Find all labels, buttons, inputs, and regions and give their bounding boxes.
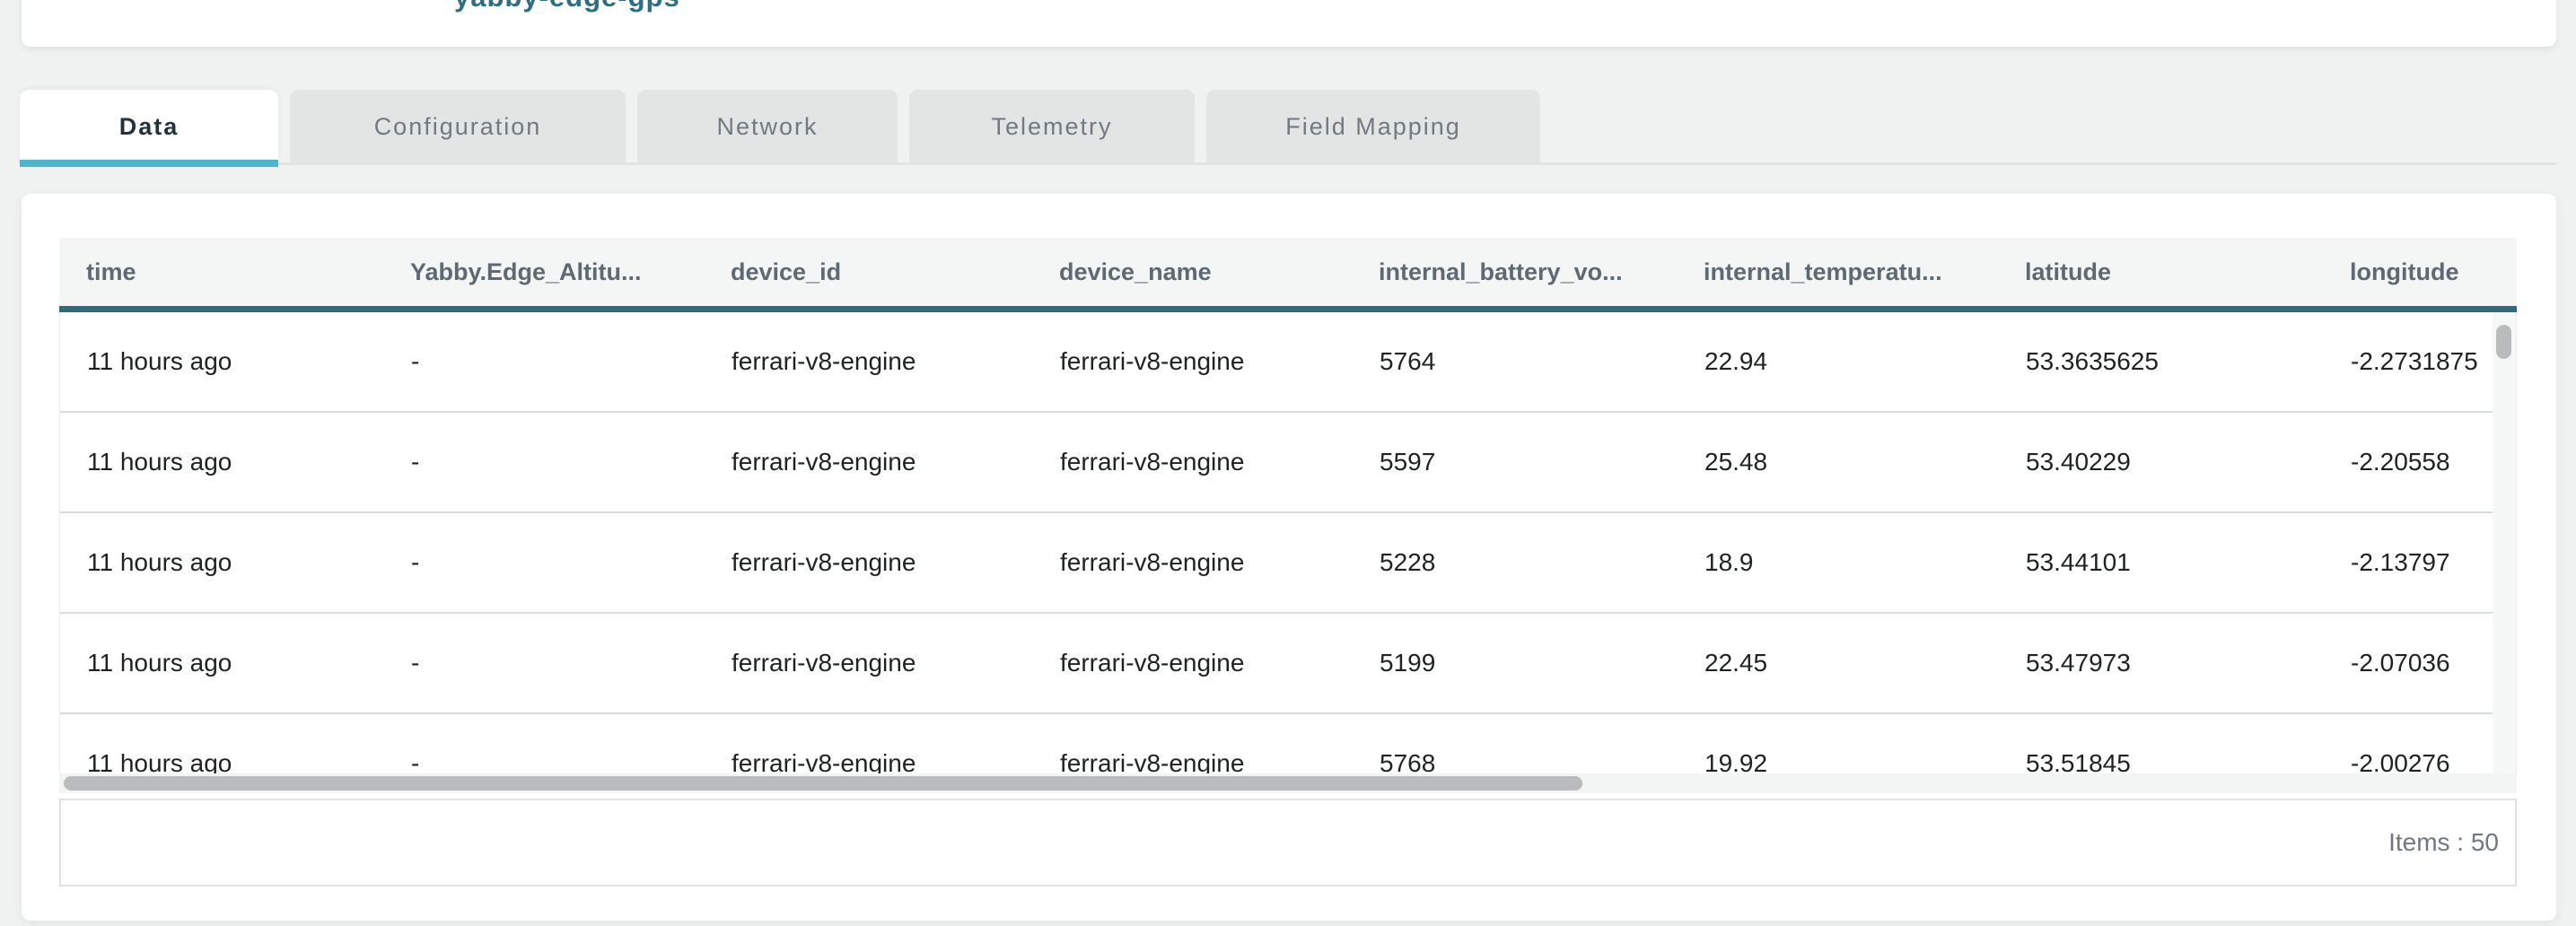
- table-cell: -: [411, 448, 420, 476]
- table-cell: ferrari-v8-engine: [1060, 749, 1245, 773]
- table-cell: 53.47973: [2026, 649, 2131, 677]
- horizontal-scrollbar[interactable]: [59, 773, 2517, 793]
- table-cell: 22.94: [1704, 347, 1768, 375]
- table-cell: ferrari-v8-engine: [732, 749, 916, 773]
- table-cell: 11 hours ago: [87, 749, 232, 773]
- table-row[interactable]: 11 hours ago - ferrari-v8-engine ferrari-v8…: [60, 312, 2516, 413]
- table-cell: 5597: [1380, 448, 1436, 476]
- table-cell: ferrari-v8-engine: [732, 448, 916, 476]
- table-cell: -2.13797: [2351, 548, 2450, 576]
- table-cell: ferrari-v8-engine: [732, 548, 916, 576]
- device-link[interactable]: yabby-edge-gps: [454, 0, 680, 11]
- items-count: Items : 50: [2388, 828, 2499, 856]
- active-tab-underline: [20, 160, 278, 167]
- table-cell: ferrari-v8-engine: [1060, 347, 1245, 375]
- table-row[interactable]: 11 hours ago - ferrari-v8-engine ferrari-v8…: [60, 413, 2516, 513]
- column-header-time[interactable]: time: [86, 258, 136, 285]
- tab-data[interactable]: Data: [20, 90, 278, 164]
- table-row[interactable]: 11 hours ago - ferrari-v8-engine ferrari-v8…: [60, 714, 2516, 773]
- tab-telemetry[interactable]: Telemetry: [909, 90, 1195, 164]
- table-cell: 53.51845: [2026, 749, 2131, 773]
- table-cell: 5768: [1380, 749, 1436, 773]
- table-body: 11 hours ago - ferrari-v8-engine ferrari-v8…: [59, 312, 2517, 773]
- table-cell: 11 hours ago: [87, 347, 232, 375]
- table-cell: -: [411, 649, 420, 677]
- vertical-scrollbar[interactable]: [2493, 312, 2516, 773]
- tab-bar: Data Configuration Network Telemetry Fie…: [20, 90, 1540, 164]
- top-card: yabby-edge-gps: [22, 0, 2556, 47]
- table-cell: 18.9: [1704, 548, 1754, 576]
- table-cell: 5764: [1380, 347, 1436, 375]
- table-cell: ferrari-v8-engine: [1060, 448, 1245, 476]
- table-cell: 11 hours ago: [87, 548, 232, 576]
- table-cell: -2.07036: [2351, 649, 2450, 677]
- table-cell: 53.44101: [2026, 548, 2131, 576]
- table-cell: -: [411, 749, 420, 773]
- table-cell: -: [411, 548, 420, 576]
- table-cell: 25.48: [1704, 448, 1768, 476]
- column-header-internal-battery-vo[interactable]: internal_battery_vo...: [1379, 258, 1623, 285]
- table-cell: 19.92: [1704, 749, 1768, 773]
- column-header-latitude[interactable]: latitude: [2025, 258, 2112, 285]
- tab-configuration[interactable]: Configuration: [290, 90, 626, 164]
- column-header-device-name[interactable]: device_name: [1059, 258, 1212, 285]
- vertical-scrollbar-thumb[interactable]: [2496, 325, 2511, 359]
- tab-field-mapping[interactable]: Field Mapping: [1206, 90, 1540, 164]
- column-header-device-id[interactable]: device_id: [731, 258, 842, 285]
- table-footer: Items : 50: [59, 799, 2517, 887]
- table-cell: 53.3635625: [2026, 347, 2159, 375]
- column-header-yabby-edge-altitu[interactable]: Yabby.Edge_Altitu...: [410, 258, 642, 285]
- table-row[interactable]: 11 hours ago - ferrari-v8-engine ferrari-v8…: [60, 513, 2516, 614]
- column-header-longitude[interactable]: longitude: [2350, 258, 2459, 285]
- table-cell: 5199: [1380, 649, 1436, 677]
- table-row[interactable]: 11 hours ago - ferrari-v8-engine ferrari-v8…: [60, 614, 2516, 714]
- table-cell: ferrari-v8-engine: [732, 347, 916, 375]
- table-cell: -: [411, 347, 420, 375]
- table-cell: 11 hours ago: [87, 448, 232, 476]
- tab-network[interactable]: Network: [637, 90, 898, 164]
- table-cell: -2.2731875: [2351, 347, 2478, 375]
- table-cell: -2.20558: [2351, 448, 2450, 476]
- column-header-internal-temperatu[interactable]: internal_temperatu...: [1704, 258, 1942, 285]
- table-cell: 5228: [1380, 548, 1436, 576]
- horizontal-scrollbar-thumb[interactable]: [64, 776, 1582, 791]
- table-cell: 53.40229: [2026, 448, 2131, 476]
- data-panel: time Yabby.Edge_Altitu... device_id device_…: [22, 194, 2556, 921]
- table-cell: 11 hours ago: [87, 649, 232, 677]
- table-cell: ferrari-v8-engine: [1060, 548, 1245, 576]
- data-table: time Yabby.Edge_Altitu... device_id device_…: [59, 238, 2517, 887]
- table-cell: 22.45: [1704, 649, 1768, 677]
- table-header-row: time Yabby.Edge_Altitu... device_id device_…: [59, 238, 2517, 312]
- table-cell: -2.00276: [2351, 749, 2450, 773]
- table-cell: ferrari-v8-engine: [1060, 649, 1245, 677]
- table-cell: ferrari-v8-engine: [732, 649, 916, 677]
